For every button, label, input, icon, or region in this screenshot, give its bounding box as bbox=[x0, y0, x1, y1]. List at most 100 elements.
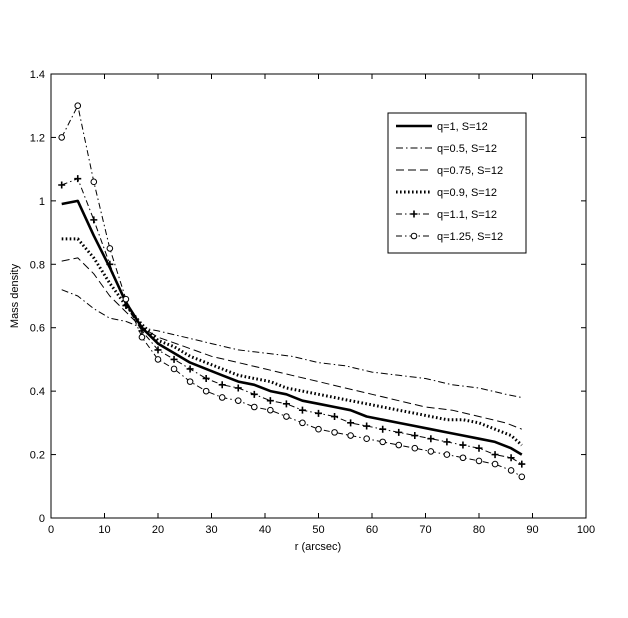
x-tick-label: 90 bbox=[526, 524, 538, 536]
series-line bbox=[61, 105, 523, 478]
plus-marker bbox=[170, 355, 178, 363]
circle-marker bbox=[491, 460, 499, 468]
circle-marker bbox=[315, 425, 322, 433]
x-axis-label: r (arcsec) bbox=[295, 541, 341, 553]
y-tick-label: 1 bbox=[39, 196, 45, 208]
legend-entry-5: q=1.25, S=12 bbox=[396, 231, 503, 243]
y-tick-label: 0.2 bbox=[30, 450, 45, 462]
plus-marker bbox=[331, 413, 339, 421]
plus-marker bbox=[106, 260, 114, 268]
plus-marker bbox=[491, 451, 499, 459]
legend-box bbox=[387, 112, 527, 254]
plus-marker bbox=[518, 460, 526, 468]
plus-marker bbox=[363, 422, 371, 430]
circle-marker bbox=[251, 403, 258, 411]
legend-entry-2: q=0.75, S=12 bbox=[396, 165, 503, 177]
legend: q=1, S=12 q=0.5, S=12 q=0.75, S=12 q=0.9, S… bbox=[387, 112, 527, 254]
x-tick-label: 70 bbox=[419, 524, 431, 536]
y-tick-label: 0 bbox=[39, 513, 45, 525]
x-tick-label: 40 bbox=[259, 524, 271, 536]
plus-marker bbox=[411, 432, 419, 440]
x-tick-label: 80 bbox=[473, 524, 485, 536]
circle-marker bbox=[154, 356, 162, 363]
series-4 bbox=[58, 175, 526, 468]
circle-marker bbox=[507, 467, 515, 474]
plus-marker bbox=[202, 374, 210, 382]
legend-label: q=0.5, S=12 bbox=[437, 143, 497, 155]
circle-marker bbox=[331, 429, 338, 436]
circle-marker bbox=[411, 444, 419, 452]
circle-marker bbox=[299, 419, 306, 427]
axis-ticks: 0 10 20 30 40 50 60 70 80 90 100 0 0.2 0.4 0.6 0.8 1 1.2 1… bbox=[30, 69, 595, 536]
x-tick-label: 10 bbox=[98, 524, 110, 536]
plus-marker bbox=[234, 384, 242, 392]
circle-marker bbox=[234, 397, 242, 404]
plus-marker bbox=[410, 210, 418, 218]
circle-marker bbox=[347, 432, 354, 439]
plus-marker bbox=[315, 409, 322, 417]
legend-label: q=1, S=12 bbox=[437, 121, 488, 133]
plus-marker bbox=[218, 381, 226, 389]
circle-marker bbox=[518, 473, 526, 481]
x-tick-label: 30 bbox=[205, 524, 217, 536]
circle-marker bbox=[202, 387, 210, 395]
x-tick-label: 20 bbox=[152, 524, 164, 536]
plus-marker bbox=[507, 454, 515, 462]
y-tick-label: 0.8 bbox=[30, 259, 45, 271]
plus-marker bbox=[186, 365, 194, 373]
legend-entry-0: q=1, S=12 bbox=[396, 121, 488, 133]
plus-marker bbox=[282, 400, 290, 408]
plus-marker bbox=[443, 438, 451, 446]
circle-marker bbox=[58, 134, 66, 141]
circle-marker bbox=[443, 451, 451, 458]
series-1 bbox=[61, 289, 522, 398]
plus-marker bbox=[122, 302, 130, 310]
circle-marker bbox=[427, 448, 435, 455]
circle-marker bbox=[74, 102, 82, 110]
x-tick-label: 0 bbox=[48, 524, 54, 536]
circle-marker bbox=[218, 394, 226, 401]
legend-entry-3: q=0.9, S=12 bbox=[396, 187, 497, 199]
series-2 bbox=[61, 257, 522, 430]
x-tick-label: 50 bbox=[312, 524, 324, 536]
circle-marker bbox=[90, 178, 98, 186]
plus-marker bbox=[154, 346, 162, 354]
plus-marker bbox=[74, 175, 82, 183]
series-line bbox=[61, 257, 522, 430]
plus-marker bbox=[250, 390, 258, 398]
circle-marker bbox=[122, 295, 130, 303]
legend-label: q=1.1, S=12 bbox=[437, 209, 497, 221]
plus-marker bbox=[379, 425, 387, 433]
plus-marker bbox=[58, 181, 66, 189]
plus-marker bbox=[138, 327, 146, 335]
circle-marker bbox=[410, 232, 418, 240]
y-tick-label: 0.4 bbox=[30, 386, 45, 398]
circle-marker bbox=[106, 245, 114, 252]
circle-marker bbox=[379, 438, 387, 446]
x-tick-label: 60 bbox=[366, 524, 378, 536]
plus-marker bbox=[475, 444, 483, 452]
series-line bbox=[61, 289, 522, 398]
plus-marker bbox=[347, 419, 355, 427]
legend-label: q=1.25, S=12 bbox=[437, 231, 503, 243]
plus-marker bbox=[90, 216, 98, 224]
legend-entry-4: q=1.1, S=12 bbox=[396, 209, 497, 221]
legend-entry-1: q=0.5, S=12 bbox=[396, 143, 497, 155]
circle-marker bbox=[459, 454, 467, 462]
circle-marker bbox=[395, 441, 403, 449]
plus-marker bbox=[459, 441, 467, 449]
circle-marker bbox=[170, 365, 178, 373]
y-tick-label: 1.2 bbox=[30, 132, 45, 144]
plus-marker bbox=[395, 428, 403, 436]
y-tick-label: 1.4 bbox=[30, 69, 45, 81]
circle-marker bbox=[186, 378, 194, 385]
series-layer bbox=[58, 102, 526, 481]
series-5 bbox=[58, 102, 526, 481]
legend-label: q=0.9, S=12 bbox=[437, 187, 497, 199]
plus-marker bbox=[427, 435, 435, 443]
y-axis-label: Mass density bbox=[9, 263, 21, 328]
plus-marker bbox=[266, 397, 274, 405]
circle-marker bbox=[283, 413, 290, 420]
legend-label: q=0.75, S=12 bbox=[437, 165, 503, 177]
y-tick-label: 0.6 bbox=[30, 323, 45, 335]
